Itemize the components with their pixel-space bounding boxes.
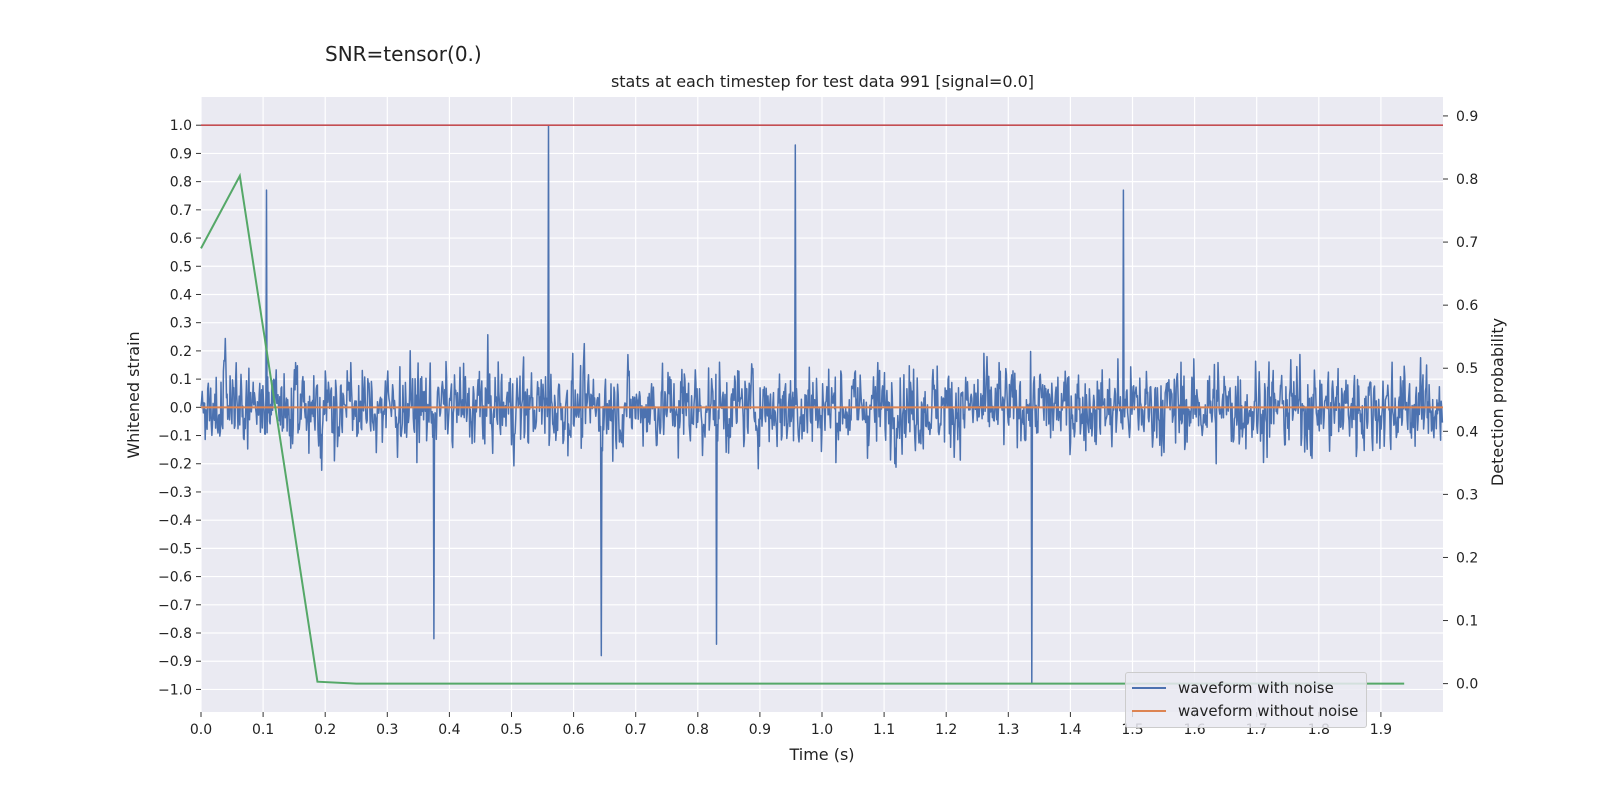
y-tick-label: −0.8 (158, 626, 192, 642)
y-tick-label: 0.3 (170, 316, 192, 332)
y2-tick-label: 0.3 (1456, 487, 1478, 503)
y-tick-label: −0.9 (158, 654, 192, 670)
y-tick-label: 0.8 (170, 175, 192, 191)
legend-item-noise: waveform with noise (1132, 677, 1334, 699)
x-tick-label: 0.8 (687, 722, 709, 738)
figure-suptitle: SNR=tensor(0.) (325, 42, 482, 66)
y-axis-ticks: 1.0 0.9 0.8 0.7 0.6 0.5 0.4 0.3 0.2 0.1 0.0 −0.1 −0.… (158, 118, 201, 698)
x-tick-label: 1.4 (1059, 722, 1081, 738)
x-tick-label: 0.7 (625, 722, 647, 738)
y-tick-label: 0.9 (170, 146, 192, 162)
y2-tick-label: 0.7 (1456, 235, 1478, 251)
y2-axis-ticks: 0.9 0.8 0.7 0.6 0.5 0.4 0.3 0.2 0.1 0.0 (1443, 109, 1478, 693)
y2-axis-label: Detection probability (1488, 318, 1507, 486)
x-tick-label: 1.0 (811, 722, 833, 738)
legend-item-clean: waveform without noise (1132, 700, 1358, 722)
y2-tick-label: 0.0 (1456, 677, 1478, 693)
x-tick-label: 0.3 (376, 722, 398, 738)
x-tick-label: 1.3 (997, 722, 1019, 738)
x-tick-label: 0.0 (190, 722, 212, 738)
y2-tick-label: 0.6 (1456, 298, 1478, 314)
y-tick-label: −0.1 (158, 429, 192, 445)
y-tick-label: −0.5 (158, 541, 192, 557)
y-tick-label: 0.2 (170, 344, 192, 360)
x-tick-label: 1.9 (1370, 722, 1392, 738)
legend-label-clean: waveform without noise (1178, 702, 1359, 720)
legend-swatch-noise (1132, 687, 1166, 689)
x-tick-label: 0.4 (438, 722, 460, 738)
legend-label-noise: waveform with noise (1178, 679, 1334, 697)
y2-tick-label: 0.1 (1456, 614, 1478, 630)
y-tick-label: 1.0 (170, 118, 192, 134)
legend: waveform with noise waveform without noi… (1125, 672, 1367, 728)
x-tick-label: 0.2 (314, 722, 336, 738)
x-tick-label: 0.9 (749, 722, 771, 738)
legend-swatch-clean (1132, 710, 1166, 712)
y-tick-label: 0.5 (170, 259, 192, 275)
x-axis-label: Time (s) (788, 745, 854, 764)
y-tick-label: −0.2 (158, 457, 192, 473)
y-axis-label: Whitened strain (124, 331, 143, 458)
y2-tick-label: 0.4 (1456, 424, 1478, 440)
x-tick-label: 1.2 (935, 722, 957, 738)
y-tick-label: 0.1 (170, 372, 192, 388)
y2-tick-label: 0.9 (1456, 109, 1478, 125)
y-tick-label: −0.6 (158, 570, 192, 586)
y-tick-label: −0.7 (158, 598, 192, 614)
y2-tick-label: 0.5 (1456, 361, 1478, 377)
x-tick-label: 1.1 (873, 722, 895, 738)
y-tick-label: 0.7 (170, 203, 192, 219)
y-tick-label: 0.6 (170, 231, 192, 247)
x-axis-ticks: 0.0 0.1 0.2 0.3 0.4 0.5 0.6 0.7 0.8 0.9 1.0 1.1 1.2 1… (190, 712, 1392, 738)
x-tick-label: 0.1 (252, 722, 274, 738)
y-tick-label: 0.0 (170, 400, 192, 416)
y2-tick-label: 0.8 (1456, 172, 1478, 188)
y-tick-label: 0.4 (170, 287, 192, 303)
y-tick-label: −0.4 (158, 513, 192, 529)
x-tick-label: 0.5 (500, 722, 522, 738)
x-tick-label: 0.6 (562, 722, 584, 738)
y2-tick-label: 0.2 (1456, 550, 1478, 566)
y-tick-label: −0.3 (158, 485, 192, 501)
y-tick-label: −1.0 (158, 682, 192, 698)
chart-title: stats at each timestep for test data 991… (610, 72, 1035, 91)
